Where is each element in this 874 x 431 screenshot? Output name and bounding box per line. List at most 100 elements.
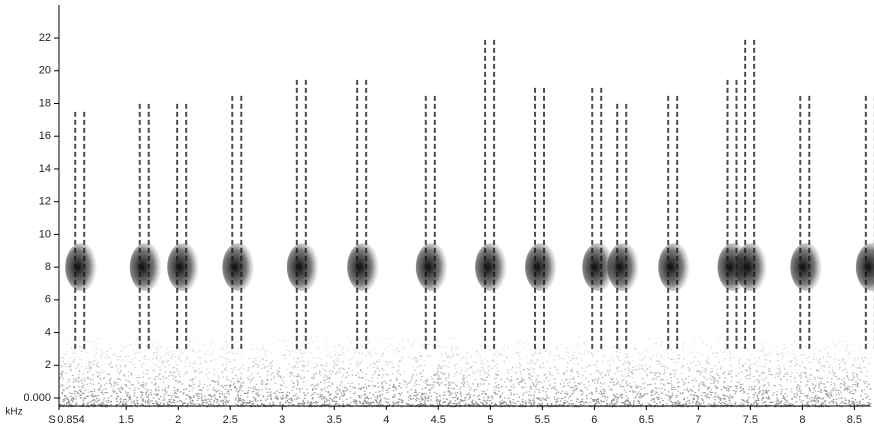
- noise-dot: [297, 341, 300, 343]
- noise-dot: [217, 383, 220, 385]
- noise-dot: [257, 395, 259, 397]
- noise-dot: [339, 354, 342, 356]
- noise-dot: [598, 392, 601, 395]
- noise-dot: [413, 395, 415, 397]
- noise-dot: [138, 377, 141, 379]
- noise-dot: [671, 403, 674, 405]
- noise-dot: [626, 406, 628, 408]
- noise-dot: [819, 377, 821, 379]
- noise-dot: [426, 384, 428, 386]
- noise-dot: [448, 373, 450, 375]
- noise-dot: [785, 404, 787, 406]
- noise-dot: [428, 389, 431, 391]
- noise-dot: [866, 371, 869, 373]
- noise-dot: [93, 364, 95, 366]
- noise-dot: [699, 383, 701, 385]
- noise-dot: [260, 367, 263, 369]
- noise-dot: [829, 372, 831, 374]
- noise-dot: [804, 372, 806, 374]
- noise-dot: [338, 406, 341, 408]
- noise-dot: [297, 345, 299, 347]
- noise-dot: [462, 374, 464, 376]
- noise-dot: [385, 382, 387, 385]
- noise-dot: [782, 395, 784, 397]
- noise-dot: [436, 381, 439, 383]
- noise-dot: [188, 344, 190, 346]
- noise-dot: [867, 395, 869, 397]
- noise-dot: [169, 340, 171, 342]
- noise-dot: [497, 387, 500, 389]
- noise-dot: [597, 350, 599, 352]
- noise-dot: [771, 345, 774, 347]
- noise-dot: [617, 357, 619, 359]
- noise-dot: [191, 363, 193, 365]
- noise-dot: [320, 398, 323, 400]
- noise-dot: [237, 391, 239, 393]
- noise-dot: [567, 349, 570, 351]
- noise-dot: [865, 397, 868, 399]
- noise-dot: [229, 361, 231, 363]
- noise-dot: [738, 363, 741, 365]
- noise-dot: [682, 392, 684, 394]
- noise-dot: [834, 387, 836, 389]
- noise-dot: [298, 387, 301, 390]
- noise-dot: [427, 397, 429, 399]
- noise-dot: [461, 400, 464, 402]
- noise-dot: [66, 362, 69, 364]
- noise-dot: [510, 376, 513, 378]
- noise-dot: [671, 395, 674, 397]
- noise-dot: [779, 372, 782, 374]
- noise-dot: [672, 351, 675, 353]
- noise-dot: [172, 375, 174, 377]
- noise-dot: [243, 392, 246, 394]
- noise-dot: [432, 406, 435, 408]
- noise-dot: [562, 404, 565, 406]
- noise-dot: [355, 374, 357, 376]
- noise-dot: [127, 399, 130, 401]
- noise-dot: [372, 350, 374, 353]
- noise-dot: [525, 403, 527, 405]
- noise-dot: [789, 375, 792, 377]
- noise-dot: [398, 385, 400, 387]
- noise-dot: [87, 376, 89, 378]
- noise-dot: [379, 398, 382, 400]
- noise-dot: [450, 382, 453, 384]
- noise-dot: [365, 401, 367, 403]
- noise-dot: [189, 398, 191, 400]
- noise-dot: [379, 360, 381, 362]
- noise-dot: [153, 370, 155, 372]
- noise-dot: [542, 367, 544, 369]
- noise-dot: [838, 377, 841, 380]
- noise-dot: [800, 372, 802, 374]
- noise-dot: [682, 381, 685, 383]
- noise-dot: [147, 389, 149, 391]
- noise-dot: [505, 403, 508, 405]
- noise-dot: [128, 396, 130, 398]
- noise-dot: [627, 367, 630, 369]
- noise-dot: [524, 402, 527, 404]
- noise-dot: [108, 379, 111, 381]
- noise-dot: [105, 354, 108, 356]
- noise-dot: [291, 404, 294, 406]
- noise-dot: [717, 395, 719, 397]
- noise-dot: [754, 385, 756, 387]
- noise-dot: [264, 351, 266, 353]
- noise-dot: [801, 404, 804, 406]
- noise-dot: [448, 391, 450, 393]
- noise-dot: [409, 398, 412, 400]
- noise-dot: [835, 347, 837, 349]
- noise-dot: [392, 384, 395, 386]
- noise-dot: [697, 370, 699, 372]
- noise-dot: [703, 384, 705, 386]
- noise-dot: [281, 398, 284, 400]
- noise-dot: [814, 406, 817, 408]
- noise-dot: [563, 382, 565, 384]
- noise-dot: [329, 385, 332, 387]
- noise-dot: [301, 353, 303, 355]
- noise-dot: [652, 354, 655, 357]
- noise-dot: [545, 399, 547, 401]
- noise-dot: [590, 391, 593, 393]
- noise-dot: [463, 374, 465, 377]
- noise-dot: [861, 406, 864, 408]
- noise-dot: [701, 339, 703, 341]
